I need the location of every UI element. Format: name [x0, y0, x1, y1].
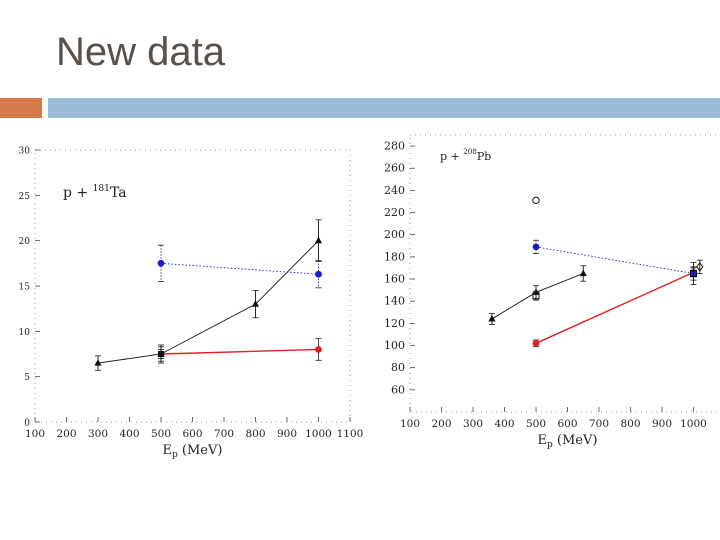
x-tick-label: 500 — [151, 428, 171, 440]
x-tick-label: 900 — [652, 418, 672, 430]
y-tick-label: 140 — [384, 295, 405, 308]
x-tick-label: 300 — [88, 428, 108, 440]
chart-title-suffix: Ta — [110, 185, 127, 201]
x-axis-label-sub: p — [547, 440, 553, 450]
y-tick-label: 80 — [391, 361, 405, 374]
x-tick-label: 400 — [119, 428, 139, 440]
x-tick-label: 800 — [245, 428, 265, 440]
y-tick-label: 260 — [384, 162, 405, 175]
data-point-black — [94, 359, 102, 366]
data-point-blue — [157, 259, 165, 267]
data-point-blue — [315, 270, 322, 278]
chart-title-suffix: Pb — [477, 150, 491, 163]
x-tick-label: 600 — [182, 428, 202, 440]
chart-title-prefix: p + — [440, 150, 463, 163]
x-tick-label: 300 — [463, 418, 483, 430]
slide-title: New data — [56, 30, 225, 74]
y-tick-label: 30 — [19, 147, 31, 157]
y-tick-label: 15 — [19, 283, 31, 293]
data-point-black — [251, 300, 260, 307]
x-tick-label: 1000 — [680, 418, 707, 430]
data-point-open-circle — [532, 196, 540, 205]
y-tick-label: 180 — [384, 250, 405, 263]
x-tick-label: 600 — [557, 418, 577, 430]
data-point-black — [579, 269, 587, 277]
blue-accent-bar — [48, 98, 720, 118]
x-axis-label-main: E — [538, 433, 548, 448]
x-tick-label: 200 — [56, 428, 76, 440]
series-line-blue — [535, 246, 694, 274]
series-line-red — [160, 348, 319, 355]
x-tick-label: 1100 — [337, 428, 364, 440]
y-tick-label: 200 — [384, 228, 405, 241]
chart-title: p + 181Ta — [63, 184, 127, 201]
data-point-black — [314, 236, 323, 244]
x-tick-label: 400 — [494, 418, 514, 430]
chart-p-pb: 100 200 300 400 500 600 700 800 900 1000 60 80 100 12… — [384, 134, 720, 450]
data-point-black — [488, 314, 496, 322]
data-point-open-square — [532, 292, 540, 300]
plot-frame — [34, 149, 351, 423]
x-tick-label: 700 — [589, 418, 609, 430]
x-axis-label: Ep (MeV) — [163, 443, 223, 460]
x-axis-label-sub: p — [172, 450, 178, 460]
data-point-open-square — [690, 270, 697, 277]
x-tick-label: 900 — [277, 428, 297, 440]
data-point-open-diamond — [696, 262, 704, 272]
data-point-black-square — [158, 351, 164, 357]
plot-frame — [409, 134, 720, 413]
y-tick-label: 25 — [19, 192, 31, 202]
y-tick-label: 10 — [19, 328, 31, 338]
x-tick-label: 200 — [431, 418, 451, 430]
y-tick-label: 280 — [384, 140, 405, 153]
x-tick-label: 100 — [25, 428, 45, 440]
data-point-red — [532, 339, 540, 347]
y-tick-label: 120 — [384, 317, 405, 330]
x-axis-label: Ep (MeV) — [538, 433, 598, 450]
x-tick-label: 700 — [214, 428, 234, 440]
y-tick-label: 160 — [384, 273, 405, 286]
y-tick-label: 5 — [24, 373, 30, 383]
data-point-red — [315, 346, 322, 353]
x-tick-label: 1000 — [305, 428, 332, 440]
y-tick-label: 60 — [391, 383, 405, 396]
series-line-red — [535, 271, 694, 344]
y-tick-label: 240 — [384, 184, 405, 197]
chart-title: p + 208Pb — [440, 147, 491, 163]
chart-title-sup: 208 — [463, 147, 477, 156]
chart-title-sup: 181 — [93, 184, 110, 194]
x-axis-label-unit: (MeV) — [553, 433, 598, 448]
y-tick-label: 20 — [19, 237, 31, 247]
series-line-black — [491, 273, 584, 320]
x-tick-label: 100 — [400, 418, 420, 430]
y-tick-label: 100 — [384, 339, 405, 352]
y-tick-label: 0 — [24, 419, 30, 429]
y-tick-label: 220 — [384, 206, 405, 219]
chart-title-prefix: p + — [63, 185, 93, 201]
orange-accent-bar — [0, 98, 42, 118]
x-tick-label: 500 — [526, 418, 546, 430]
chart-p-ta: 100 200 300 400 500 600 700 800 900 1000 1100 0 5 10 1… — [19, 147, 364, 461]
data-point-blue — [532, 243, 540, 251]
x-axis-label-unit: (MeV) — [178, 443, 223, 458]
x-axis-label-main: E — [163, 443, 173, 458]
series-line-black — [97, 240, 319, 364]
x-tick-label: 800 — [620, 418, 640, 430]
